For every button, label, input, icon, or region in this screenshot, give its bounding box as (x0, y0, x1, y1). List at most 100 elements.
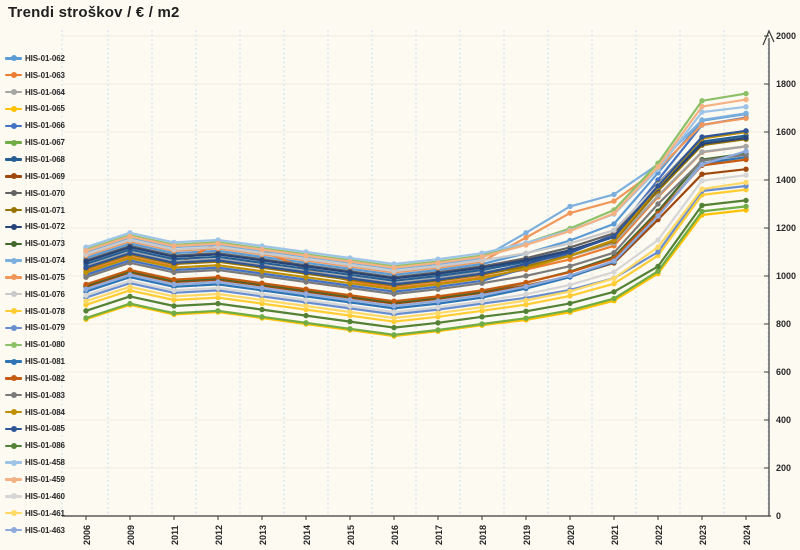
legend-item[interactable]: HIS-01-067 (5, 134, 65, 151)
legend-item[interactable]: HIS-01-064 (5, 84, 65, 101)
series-marker (303, 269, 309, 276)
legend-item[interactable]: HIS-01-078 (5, 303, 65, 320)
y-axis-label: 1200 (776, 223, 796, 233)
legend-line-marker-icon (5, 55, 22, 62)
series-marker (215, 279, 221, 285)
series-marker (83, 264, 89, 271)
series-marker (655, 192, 661, 199)
legend-item[interactable]: HIS-01-086 (5, 437, 65, 454)
series-marker (699, 117, 705, 123)
series-marker (567, 240, 573, 247)
series-marker (655, 268, 661, 274)
series-marker (479, 304, 485, 310)
y-axis-label: 600 (776, 367, 791, 377)
legend-item[interactable]: HIS-01-084 (5, 404, 65, 421)
y-axis-label: 200 (776, 463, 791, 473)
legend-item[interactable]: HIS-01-073 (5, 235, 65, 252)
legend-line-marker-icon (5, 156, 22, 163)
legend-item-label: HIS-01-086 (25, 441, 65, 451)
legend-item-label: HIS-01-078 (25, 306, 65, 316)
series-marker (347, 292, 353, 298)
series-marker (655, 249, 661, 255)
series-marker (303, 252, 309, 259)
legend-item[interactable]: HIS-01-081 (5, 353, 65, 370)
series-marker (743, 172, 749, 178)
legend-item[interactable]: HIS-01-066 (5, 117, 65, 134)
series-marker (435, 298, 441, 304)
series-marker (523, 230, 529, 236)
legend-item-label: HIS-01-079 (25, 323, 65, 333)
series-marker (743, 143, 749, 150)
legend-item[interactable]: HIS-01-079 (5, 320, 65, 337)
series-marker (611, 233, 617, 240)
legend-item[interactable]: HIS-01-065 (5, 101, 65, 118)
series-marker (743, 179, 749, 186)
legend-item[interactable]: HIS-01-458 (5, 454, 65, 471)
series-marker (611, 275, 617, 282)
legend-item-label: HIS-01-071 (25, 205, 65, 215)
legend-line-marker-icon (5, 324, 22, 331)
legend-dot-icon (10, 375, 17, 382)
legend-item[interactable]: HIS-01-075 (5, 269, 65, 286)
series-marker (743, 90, 749, 97)
legend-dot-icon (10, 324, 17, 331)
legend-item[interactable]: HIS-01-072 (5, 218, 65, 235)
legend-dot-icon (10, 223, 17, 230)
series-marker (171, 281, 177, 288)
series-line (85, 152, 747, 304)
legend-item[interactable]: HIS-01-463 (5, 522, 65, 539)
legend-item[interactable]: HIS-01-069 (5, 168, 65, 185)
legend-item[interactable]: HIS-01-071 (5, 202, 65, 219)
legend-item-label: HIS-01-063 (25, 70, 65, 80)
legend-item[interactable]: HIS-01-461 (5, 505, 65, 522)
legend-dot-icon (10, 291, 17, 298)
series-marker (611, 281, 617, 287)
y-axis-label: 1800 (776, 79, 796, 89)
series-marker (347, 258, 353, 265)
series-marker (611, 198, 617, 204)
legend-item[interactable]: HIS-01-082 (5, 370, 65, 387)
series-marker (391, 324, 397, 331)
legend-item[interactable]: HIS-01-070 (5, 185, 65, 202)
legend-item-label: HIS-01-068 (25, 154, 65, 164)
series-marker (743, 156, 749, 163)
series-line (85, 150, 747, 308)
legend-item[interactable]: HIS-01-459 (5, 471, 65, 488)
legend-item[interactable]: HIS-01-062 (5, 50, 65, 67)
series-marker (83, 281, 89, 288)
series-marker (743, 148, 749, 154)
series-marker (215, 251, 221, 258)
series-marker (523, 265, 529, 271)
legend-line-marker-icon (5, 392, 22, 399)
series-marker (215, 308, 221, 314)
x-axis-label: 2024 (742, 525, 752, 545)
legend-dot-icon (10, 493, 17, 500)
series-marker (435, 293, 441, 300)
legend-item[interactable]: HIS-01-080 (5, 336, 65, 353)
legend-line-marker-icon (5, 105, 22, 112)
series-marker (567, 300, 573, 307)
series-marker (259, 280, 265, 286)
series-marker (611, 269, 617, 275)
series-marker (259, 257, 265, 264)
legend-item[interactable]: HIS-01-063 (5, 67, 65, 84)
series-marker (479, 314, 485, 320)
legend-dot-icon (10, 308, 17, 315)
legend-item[interactable]: HIS-01-068 (5, 151, 65, 168)
series-marker (523, 250, 529, 256)
legend-item[interactable]: HIS-01-074 (5, 252, 65, 269)
series-line (85, 205, 747, 336)
series-marker (699, 171, 705, 177)
legend-item[interactable]: HIS-01-460 (5, 488, 65, 505)
legend-item[interactable]: HIS-01-076 (5, 286, 65, 303)
legend-dot-icon (10, 190, 17, 197)
series-marker (259, 246, 265, 253)
legend-line-marker-icon (5, 207, 22, 214)
series-line (85, 129, 747, 286)
series-marker (743, 203, 749, 210)
legend-item[interactable]: HIS-01-085 (5, 421, 65, 438)
legend-item[interactable]: HIS-01-083 (5, 387, 65, 404)
x-axis-label: 2019 (522, 525, 532, 545)
series-marker (127, 293, 133, 300)
series-marker (259, 263, 265, 270)
